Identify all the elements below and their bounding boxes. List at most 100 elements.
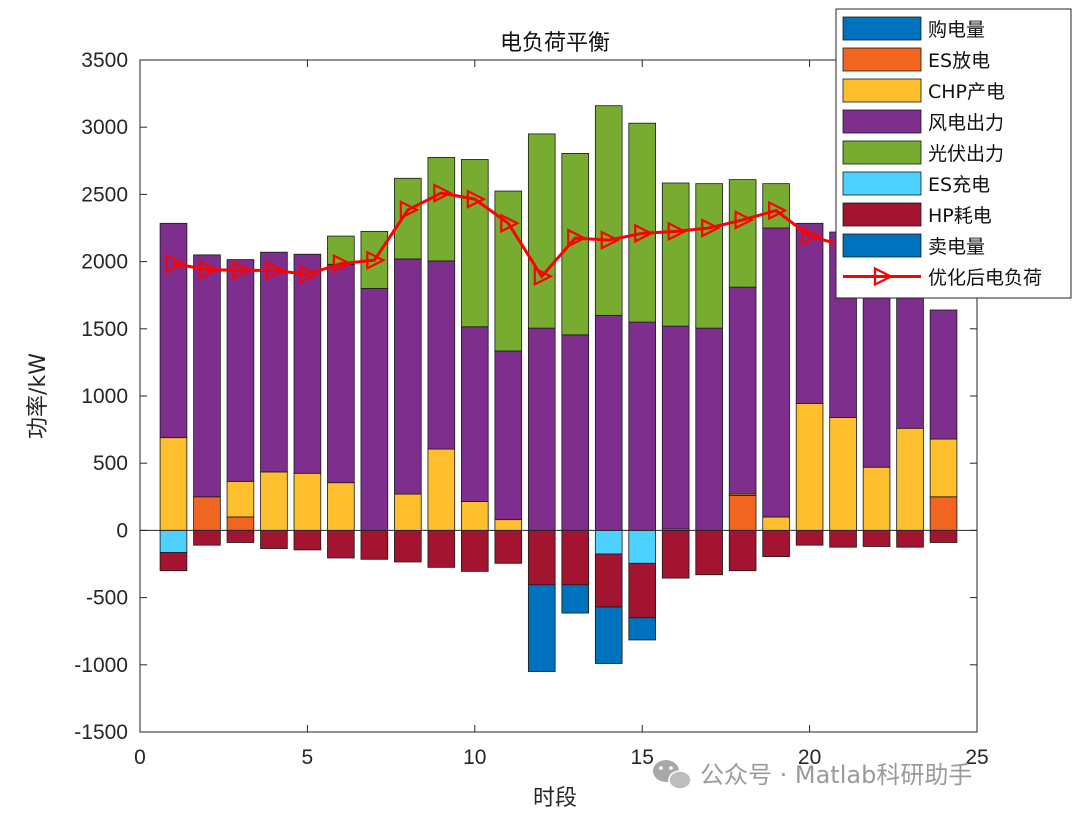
bar-pos-s2-t22 — [862, 466, 891, 531]
bar-pos-s3-t19 — [762, 227, 790, 518]
axes-layer: 0 5 10 15 20 25 -1500 -1000 -500 0 500 1000 1500 2000… — [74, 49, 988, 769]
bar-pos-s2-t3 — [226, 480, 255, 518]
y-tick-label-2500: 2500 — [81, 183, 128, 206]
watermark-text: 公众号 · Matlab科研助手 — [700, 761, 972, 789]
bar-pos-s4-t16 — [661, 182, 690, 327]
bar-neg-s1-t11 — [494, 530, 523, 564]
load-marker-t4 — [265, 260, 286, 281]
bar-pos-s4-t10 — [461, 159, 489, 328]
bar-neg-s1-t20 — [795, 530, 824, 546]
load-marker-t17 — [701, 218, 721, 238]
bar-neg-s1-t10 — [461, 530, 489, 572]
load-marker-t5 — [299, 264, 319, 285]
bar-neg-s1-t1 — [159, 552, 188, 572]
y-tick-label-0: 0 — [116, 519, 128, 542]
bar-neg-s0-t14 — [594, 530, 623, 555]
load-marker-t3 — [232, 260, 252, 281]
bar-pos-s1-t3 — [226, 516, 255, 531]
load-marker-t14 — [600, 230, 621, 250]
load-marker-t15 — [634, 223, 654, 244]
bar-neg-s1-t19 — [762, 530, 790, 558]
bar-pos-s4-t9 — [427, 157, 456, 262]
y-tick-label--1500: -1500 — [74, 721, 128, 744]
bar-neg-s1-t4 — [260, 530, 288, 549]
bar-neg-s1-t15 — [628, 562, 656, 619]
bar-pos-s3-t13 — [561, 334, 590, 531]
x-axis-title: 时段 — [533, 786, 577, 811]
x-tick-label-10: 10 — [463, 746, 486, 769]
bar-pos-s3-t5 — [293, 253, 322, 474]
bar-pos-s3-t11 — [494, 350, 523, 521]
bar-pos-s3-t2 — [193, 254, 221, 498]
legend-swatch-0 — [842, 16, 922, 41]
legend-label-2: CHP产电 — [928, 81, 1005, 103]
bar-neg-s1-t6 — [327, 530, 355, 559]
bar-pos-s2-t4 — [260, 471, 288, 531]
bar-pos-s3-t12 — [527, 327, 556, 531]
bar-neg-s2-t13 — [561, 584, 590, 614]
legend-swatch-5 — [842, 171, 922, 196]
bar-neg-s1-t22 — [862, 530, 891, 547]
bar-neg-s1-t18 — [728, 530, 757, 572]
bar-pos-s3-t18 — [728, 286, 757, 495]
y-tick-label-1000: 1000 — [81, 385, 128, 408]
y-tick-label--1000: -1000 — [74, 654, 128, 677]
load-marker-t16 — [667, 221, 688, 242]
legend-swatch-6 — [842, 202, 922, 227]
load-marker-t18 — [734, 210, 755, 230]
legend-line-marker — [873, 266, 894, 287]
bar-neg-s1-t9 — [427, 530, 456, 568]
wechat-icon — [653, 760, 692, 790]
bar-pos-s2-t10 — [461, 501, 489, 531]
load-marker-t2 — [198, 259, 219, 280]
bar-pos-s3-t7 — [360, 288, 389, 531]
x-tick-label-0: 0 — [134, 746, 146, 769]
legend-label-4: 光伏出力 — [928, 143, 1004, 165]
legend-swatch-7 — [842, 233, 922, 258]
y-tick-label-2000: 2000 — [81, 251, 128, 274]
y-tick-label-1500: 1500 — [81, 318, 128, 341]
bar-neg-s2-t15 — [628, 617, 656, 641]
load-marker-t13 — [567, 228, 587, 248]
legend-label-3: 风电出力 — [928, 112, 1004, 134]
legend-label-0: 购电量 — [928, 19, 985, 41]
legend-swatch-3 — [842, 109, 922, 134]
bar-neg-s1-t12 — [527, 530, 556, 586]
watermark: 公众号 · Matlab科研助手 — [653, 760, 972, 790]
bar-pos-s3-t22 — [862, 288, 891, 468]
bar-pos-s2-t8 — [394, 493, 422, 531]
legend-label-1: ES放电 — [928, 50, 990, 72]
bar-pos-s4-t15 — [628, 122, 656, 323]
y-tick-label-500: 500 — [93, 452, 128, 475]
bar-pos-s3-t10 — [461, 326, 489, 502]
bar-pos-s3-t1 — [159, 222, 188, 439]
bar-pos-s2-t5 — [293, 472, 322, 531]
x-tick-label-25: 25 — [965, 746, 988, 769]
bar-neg-s1-t8 — [394, 530, 422, 563]
bar-pos-s3-t9 — [427, 260, 456, 450]
load-marker-t20 — [801, 226, 822, 246]
bar-pos-s3-t8 — [394, 258, 422, 495]
bar-neg-s0-t1 — [159, 530, 188, 553]
bar-neg-s1-t16 — [661, 530, 690, 579]
bar-neg-s1-t2 — [193, 530, 221, 546]
load-marker-t7 — [366, 250, 386, 271]
bar-pos-s4-t17 — [695, 183, 723, 329]
bar-pos-s3-t3 — [226, 259, 255, 482]
bar-pos-s2-t23 — [896, 427, 924, 531]
bar-pos-s3-t6 — [327, 263, 355, 484]
y-tick-label-3500: 3500 — [81, 49, 128, 72]
bars-layer — [159, 105, 958, 672]
bar-pos-s4-t18 — [728, 179, 757, 288]
bar-pos-s2-t9 — [427, 448, 456, 531]
bar-pos-s2-t6 — [327, 482, 355, 531]
load-marker-t1 — [165, 253, 185, 274]
bar-pos-s1-t2 — [193, 496, 221, 531]
bar-pos-s3-t14 — [594, 314, 623, 531]
bar-pos-s4-t14 — [594, 105, 623, 316]
bar-neg-s1-t5 — [293, 530, 322, 551]
y-axis-title: 功率/kW — [26, 353, 51, 439]
legend-label-6: HP耗电 — [928, 205, 992, 227]
load-marker-t6 — [332, 253, 353, 274]
